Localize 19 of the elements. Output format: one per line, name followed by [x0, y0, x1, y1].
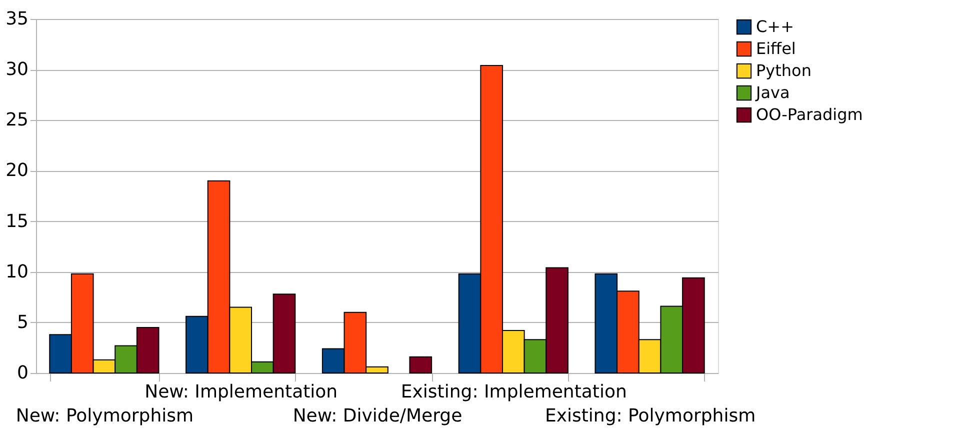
x-tick-label: New: Divide/Merge: [292, 406, 462, 426]
y-tick-label: 0: [17, 362, 28, 384]
y-tick-label: 35: [6, 8, 28, 30]
y-tick-label: 20: [6, 160, 28, 182]
x-tick-label: New: Implementation: [144, 382, 338, 402]
y-tick-label: 5: [17, 312, 28, 333]
legend-label: Java: [755, 83, 790, 102]
legend-label: Python: [756, 61, 812, 80]
legend-label: OO-Paradigm: [756, 105, 863, 124]
x-tick-label: Existing: Polymorphism: [544, 406, 756, 426]
x-tick-label: New: Polymorphism: [16, 406, 194, 426]
y-tick-label: 10: [6, 261, 28, 282]
y-tick-label: 15: [6, 210, 28, 232]
x-tick-label: Existing: Implementation: [400, 382, 627, 402]
legend-label: Eiffel: [756, 39, 796, 58]
y-tick-label: 25: [6, 110, 28, 131]
y-tick-label: 30: [6, 59, 28, 80]
bar: [409, 356, 432, 374]
legend-label: C++: [756, 17, 794, 36]
